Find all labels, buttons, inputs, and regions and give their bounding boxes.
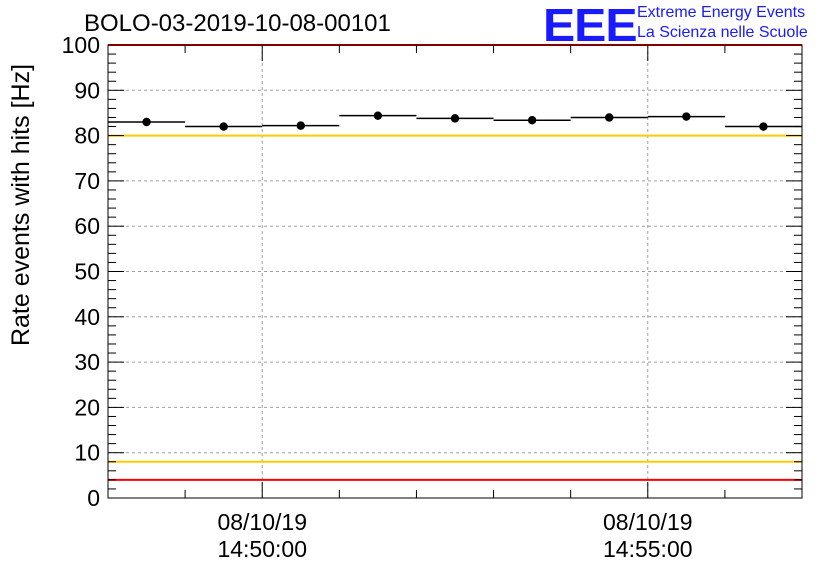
eee-logo-mark: EEE xyxy=(543,0,638,51)
data-point xyxy=(759,122,768,131)
eee-logo-line1: Extreme Energy Events xyxy=(637,4,806,21)
axis-ticks xyxy=(107,44,803,499)
y-tick-label: 40 xyxy=(74,304,100,330)
data-point xyxy=(450,114,460,123)
y-tick-label: 20 xyxy=(74,394,100,420)
x-tick-label-time: 14:55:00 xyxy=(603,536,693,562)
y-tick-label: 100 xyxy=(62,32,100,58)
reference-lines xyxy=(108,44,802,481)
data-point xyxy=(373,111,383,120)
grid-lines xyxy=(108,45,802,498)
data-point xyxy=(527,115,537,125)
data-point xyxy=(219,122,228,131)
y-tick-labels: 0 10 20 30 40 50 60 70 80 90 100 xyxy=(62,32,100,511)
x-tick-label-time: 14:50:00 xyxy=(217,536,307,562)
y-tick-label: 80 xyxy=(74,123,100,149)
data-point xyxy=(142,117,151,127)
y-axis-label: Rate events with hits [Hz] xyxy=(7,64,35,346)
data-point xyxy=(682,112,691,121)
y-tick-label: 70 xyxy=(74,168,100,194)
chart-title: BOLO-03-2019-10-08-00101 xyxy=(84,10,391,37)
y-tick-label: 10 xyxy=(74,440,100,466)
y-tick-label: 30 xyxy=(74,349,100,375)
eee-logo: EEE Extreme Energy Events La Scienza nel… xyxy=(543,0,823,51)
data-point xyxy=(296,121,305,130)
x-tick-label-date: 08/10/19 xyxy=(217,509,307,535)
data-points xyxy=(108,111,802,131)
y-tick-label: 0 xyxy=(87,485,100,511)
y-tick-label: 50 xyxy=(74,259,100,285)
y-tick-label: 60 xyxy=(74,213,100,239)
eee-logo-line2: La Scienza nelle Scuole xyxy=(637,24,808,41)
data-point xyxy=(605,113,614,122)
x-tick-label-date: 08/10/19 xyxy=(603,509,693,535)
y-tick-label: 90 xyxy=(74,77,100,103)
